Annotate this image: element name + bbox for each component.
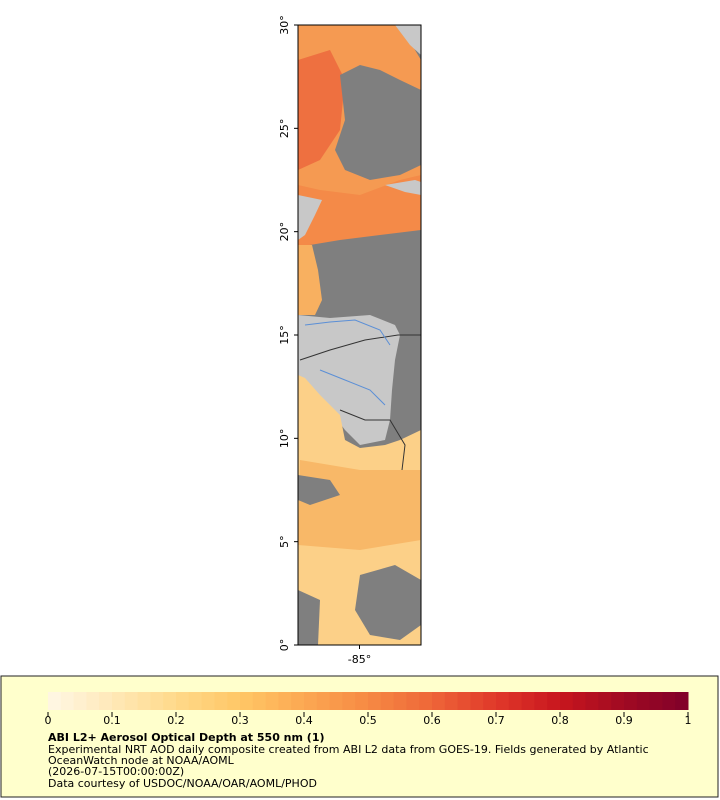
cloud-gap bbox=[335, 65, 421, 180]
colorbar-segment bbox=[470, 692, 484, 710]
river bbox=[319, 369, 386, 406]
x-tick-label: -85° bbox=[348, 653, 371, 666]
colorbar-segment bbox=[124, 692, 139, 710]
colorbar-segment bbox=[611, 692, 625, 710]
map bbox=[298, 25, 421, 645]
colorbar-segment bbox=[483, 692, 497, 710]
river bbox=[304, 319, 391, 346]
land bbox=[395, 25, 421, 55]
land bbox=[298, 195, 322, 240]
colorbar-segment bbox=[649, 692, 663, 710]
colorbar-tick-label: 0.6 bbox=[423, 714, 441, 727]
colorbar-segment bbox=[572, 692, 587, 710]
y-tick-label: 30° bbox=[278, 15, 291, 35]
colorbar-segment bbox=[150, 692, 164, 710]
colorbar-segment bbox=[662, 692, 676, 710]
colorbar-tick-label: 0.5 bbox=[359, 714, 377, 727]
cloud-gap bbox=[298, 590, 320, 645]
land bbox=[298, 315, 400, 445]
colorbar-segment bbox=[675, 692, 689, 710]
axes: 0° 5° 10° 15° 20° 25° 30° -85° bbox=[278, 15, 371, 666]
aerosol-area bbox=[298, 460, 421, 550]
colorbar-segment bbox=[496, 692, 510, 710]
legend-title: ABI L2+ Aerosol Optical Depth at 550 nm … bbox=[48, 731, 325, 744]
colorbar-segment bbox=[252, 692, 267, 710]
land bbox=[385, 180, 421, 195]
colorbar-segment bbox=[636, 692, 651, 710]
legend-line: OceanWatch node at NOAA/AOML bbox=[48, 754, 235, 767]
y-tick-label: 15° bbox=[278, 325, 291, 345]
colorbar-segment bbox=[188, 692, 203, 710]
colorbar-segment bbox=[227, 692, 241, 710]
colorbar-segment bbox=[176, 692, 190, 710]
colorbar-segment bbox=[99, 692, 113, 710]
colorbar-segment bbox=[240, 692, 254, 710]
border bbox=[299, 334, 421, 361]
y-tick-label: 20° bbox=[278, 222, 291, 242]
y-tick-label: 5° bbox=[278, 535, 291, 548]
colorbar-segment bbox=[291, 692, 305, 710]
colorbar-tick-label: 0.9 bbox=[615, 714, 633, 727]
colorbar-segment bbox=[444, 692, 459, 710]
colorbar-segment bbox=[457, 692, 471, 710]
colorbar-segment bbox=[534, 692, 548, 710]
colorbar-segment bbox=[393, 692, 407, 710]
colorbar-segment bbox=[48, 692, 62, 710]
y-tick-label: 0° bbox=[278, 639, 291, 652]
colorbar-segment bbox=[368, 692, 382, 710]
y-tick-label: 25° bbox=[278, 119, 291, 139]
colorbar-segment bbox=[265, 692, 279, 710]
colorbar-segment bbox=[432, 692, 446, 710]
colorbar-segment bbox=[278, 692, 292, 710]
colorbar-segment bbox=[598, 692, 612, 710]
colorbar-segment bbox=[60, 692, 75, 710]
colorbar-segment bbox=[419, 692, 433, 710]
colorbar-segment bbox=[521, 692, 535, 710]
colorbar-tick-label: 0.8 bbox=[551, 714, 569, 727]
legend-line: (2026-07-15T00:00:00Z) bbox=[48, 765, 184, 778]
aerosol-area bbox=[298, 175, 421, 245]
cloud-gap bbox=[298, 475, 340, 505]
colorbar-segment bbox=[380, 692, 395, 710]
legend-line: Experimental NRT AOD daily composite cre… bbox=[48, 743, 649, 756]
colorbar-segment bbox=[560, 692, 574, 710]
colorbar-segment bbox=[342, 692, 356, 710]
colorbar-segment bbox=[163, 692, 177, 710]
border bbox=[339, 409, 406, 471]
colorbar-segment bbox=[201, 692, 215, 710]
colorbar-segment bbox=[329, 692, 343, 710]
colorbar-segment bbox=[508, 692, 523, 710]
colorbar-tick-label: 0.4 bbox=[295, 714, 313, 727]
aerosol-area bbox=[298, 245, 322, 315]
colorbar-tick-label: 0.2 bbox=[167, 714, 185, 727]
colorbar-tick-label: 0 bbox=[45, 714, 52, 727]
colorbar-tick-label: 0.1 bbox=[103, 714, 121, 727]
colorbar-segment bbox=[355, 692, 369, 710]
colorbar-tick-label: 1 bbox=[685, 714, 692, 727]
colorbar-segment bbox=[86, 692, 100, 710]
colorbar-segment bbox=[304, 692, 318, 710]
aerosol-area bbox=[298, 50, 345, 170]
colorbar-segment bbox=[585, 692, 599, 710]
colorbar-segment bbox=[624, 692, 638, 710]
colorbar-segment bbox=[214, 692, 228, 710]
colorbar-segment bbox=[547, 692, 561, 710]
colorbar-tick-label: 0.3 bbox=[231, 714, 249, 727]
cloud-gap bbox=[355, 565, 421, 640]
legend: 0 0.1 0.2 0.3 0.4 0.5 0.6 0.7 0.8 0.9 1 bbox=[45, 692, 692, 727]
legend-line: Data courtesy of USDOC/NOAA/OAR/AOML/PHO… bbox=[48, 777, 317, 790]
colorbar-segment bbox=[112, 692, 126, 710]
y-tick-label: 10° bbox=[278, 429, 291, 449]
colorbar-segment bbox=[73, 692, 87, 710]
colorbar-segment bbox=[406, 692, 420, 710]
colorbar-segment bbox=[316, 692, 331, 710]
colorbar-tick-label: 0.7 bbox=[487, 714, 505, 727]
colorbar-segment bbox=[137, 692, 151, 710]
